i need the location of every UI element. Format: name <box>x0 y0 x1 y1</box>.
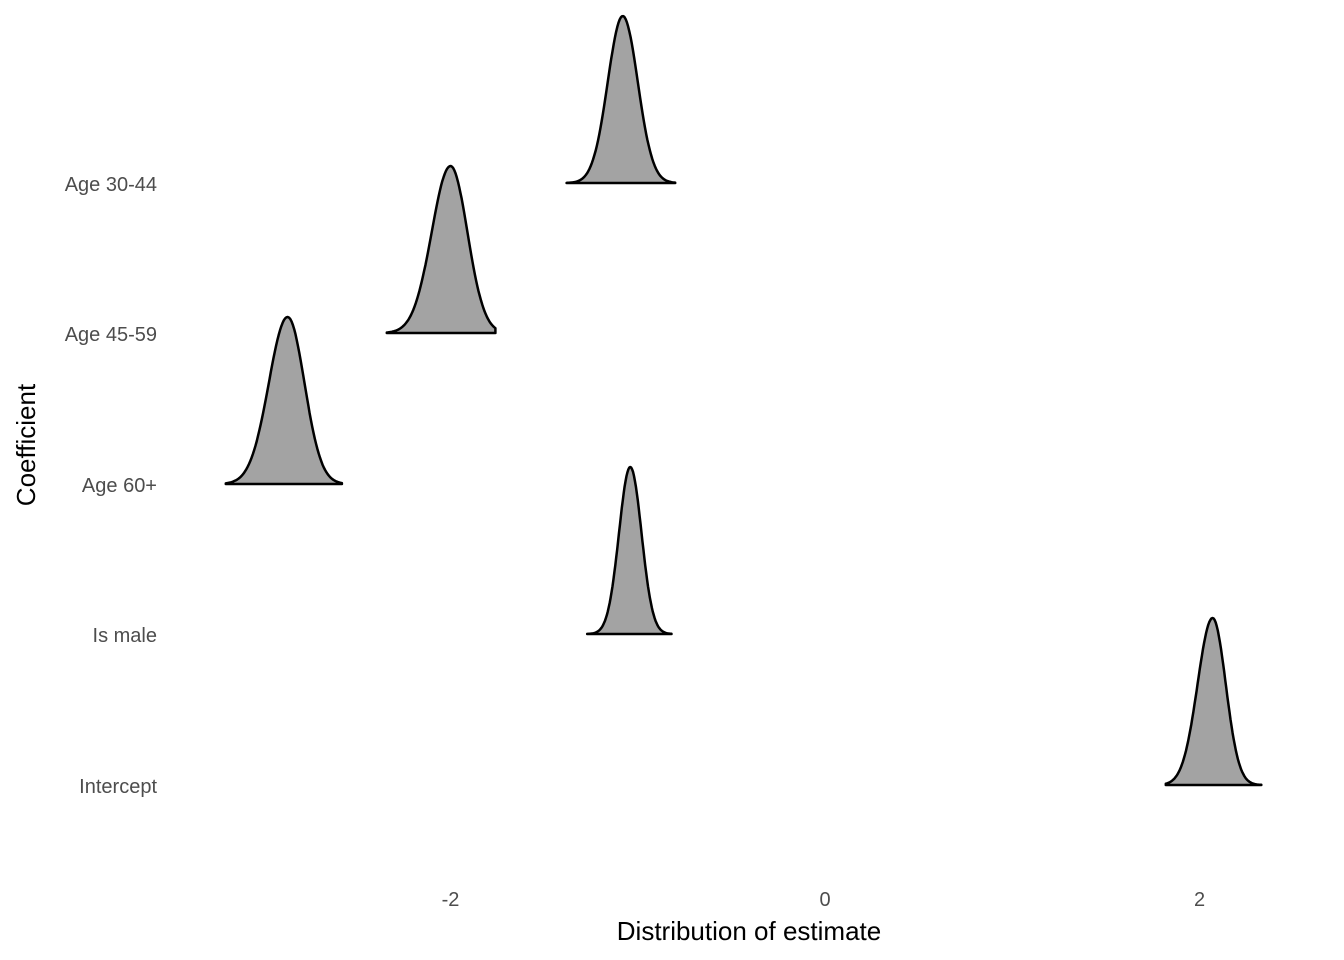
density-ridges <box>224 14 1263 787</box>
y-tick-label: Is male <box>93 625 157 647</box>
y-tick-label: Intercept <box>79 776 157 798</box>
density-ridge-age-60- <box>224 315 344 486</box>
density-ridge-is-male <box>585 465 673 636</box>
y-axis-title: Coefficient <box>11 383 41 506</box>
density-ridge-age-30-44 <box>565 14 677 185</box>
y-axis-tick-labels: Age 30-44 Age 45-59 Age 60+ Is male Intercep… <box>65 174 158 798</box>
x-tick-label: 0 <box>819 889 830 911</box>
density-ridge-age-45-59 <box>385 164 497 335</box>
x-tick-label: 2 <box>1194 889 1205 911</box>
y-tick-label: Age 30-44 <box>65 174 157 196</box>
density-ridge-intercept <box>1164 616 1263 787</box>
y-tick-label: Age 60+ <box>82 475 157 497</box>
x-axis-title: Distribution of estimate <box>617 916 881 946</box>
y-tick-label: Age 45-59 <box>65 324 157 346</box>
x-tick-label: -2 <box>442 889 460 911</box>
x-axis-tick-labels: -2 0 2 <box>442 889 1205 911</box>
